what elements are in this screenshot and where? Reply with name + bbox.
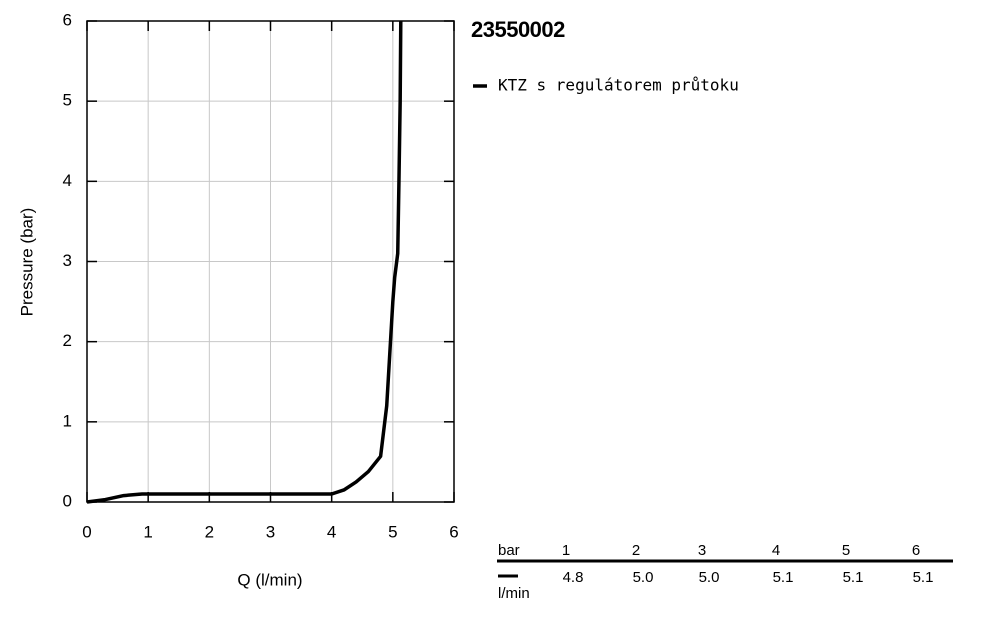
y-tick-label: 1 <box>63 411 72 430</box>
table-header-cell: 5 <box>842 542 850 559</box>
table-cell: 5.1 <box>843 569 864 586</box>
table-header-cell: 6 <box>912 542 920 559</box>
y-tick-label: 5 <box>63 91 72 110</box>
y-tick-label: 4 <box>63 171 72 190</box>
x-axis-label: Q (l/min) <box>237 570 302 589</box>
y-tick-label: 0 <box>63 491 72 510</box>
table-header-cell: 4 <box>772 542 780 559</box>
table-header-cell: 2 <box>632 542 640 559</box>
y-tick-label: 6 <box>63 10 72 29</box>
x-tick-label: 6 <box>449 522 458 541</box>
table-cell: 5.1 <box>773 569 794 586</box>
data-line <box>86 20 403 504</box>
x-tick-label: 0 <box>82 522 91 541</box>
y-tick-label: 3 <box>63 251 72 270</box>
table-header-cell: 3 <box>698 542 706 559</box>
x-tick-label: 3 <box>266 522 275 541</box>
x-tick-label: 2 <box>205 522 214 541</box>
chart-title: 23550002 <box>471 17 565 42</box>
x-tick-label: 4 <box>327 522 336 541</box>
legend-label: KTZ s regulátorem průtoku <box>498 76 739 95</box>
table-row-label: l/min <box>498 585 530 602</box>
table-header-cell: 1 <box>562 542 570 559</box>
table-cell: 5.0 <box>633 569 654 586</box>
plot-frame <box>86 20 455 503</box>
table-header-label: bar <box>498 542 520 559</box>
table-cell: 5.1 <box>913 569 934 586</box>
y-tick-label: 2 <box>63 331 72 350</box>
x-tick-label: 5 <box>388 522 397 541</box>
table-cell: 5.0 <box>699 569 720 586</box>
y-axis-label: Pressure (bar) <box>17 208 36 317</box>
table-cell: 4.8 <box>563 569 584 586</box>
x-tick-label: 1 <box>143 522 152 541</box>
